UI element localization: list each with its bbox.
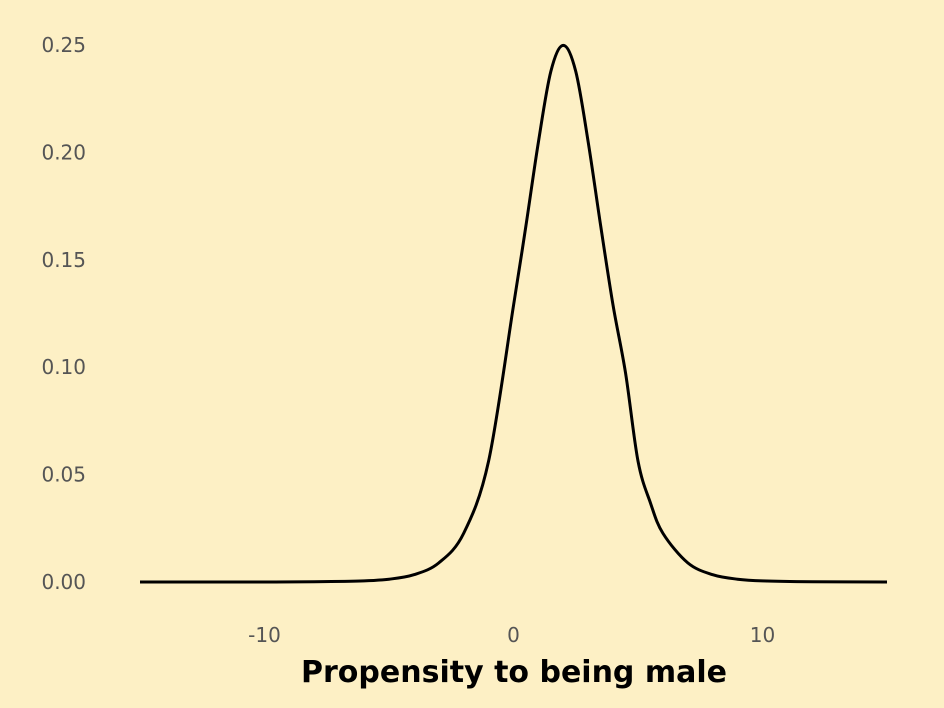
- x-tick-label: 10: [750, 623, 775, 647]
- y-tick-label: 0.00: [41, 570, 86, 594]
- y-tick-label: 0.10: [41, 355, 86, 379]
- x-tick-label: 0: [507, 623, 520, 647]
- x-tick-label: -10: [248, 623, 281, 647]
- y-tick-label: 0.25: [41, 33, 86, 57]
- x-axis-ticks: -10 0 10: [248, 623, 775, 647]
- density-curve-line: [139, 43, 888, 584]
- y-tick-label: 0.20: [41, 140, 86, 164]
- y-axis-ticks: 0.00 0.05 0.10 0.15 0.20 0.25: [41, 33, 86, 594]
- y-tick-label: 0.05: [41, 463, 86, 487]
- y-tick-label: 0.15: [41, 248, 86, 272]
- x-axis-title: Propensity to being male: [301, 655, 727, 690]
- series-layer: [139, 43, 888, 584]
